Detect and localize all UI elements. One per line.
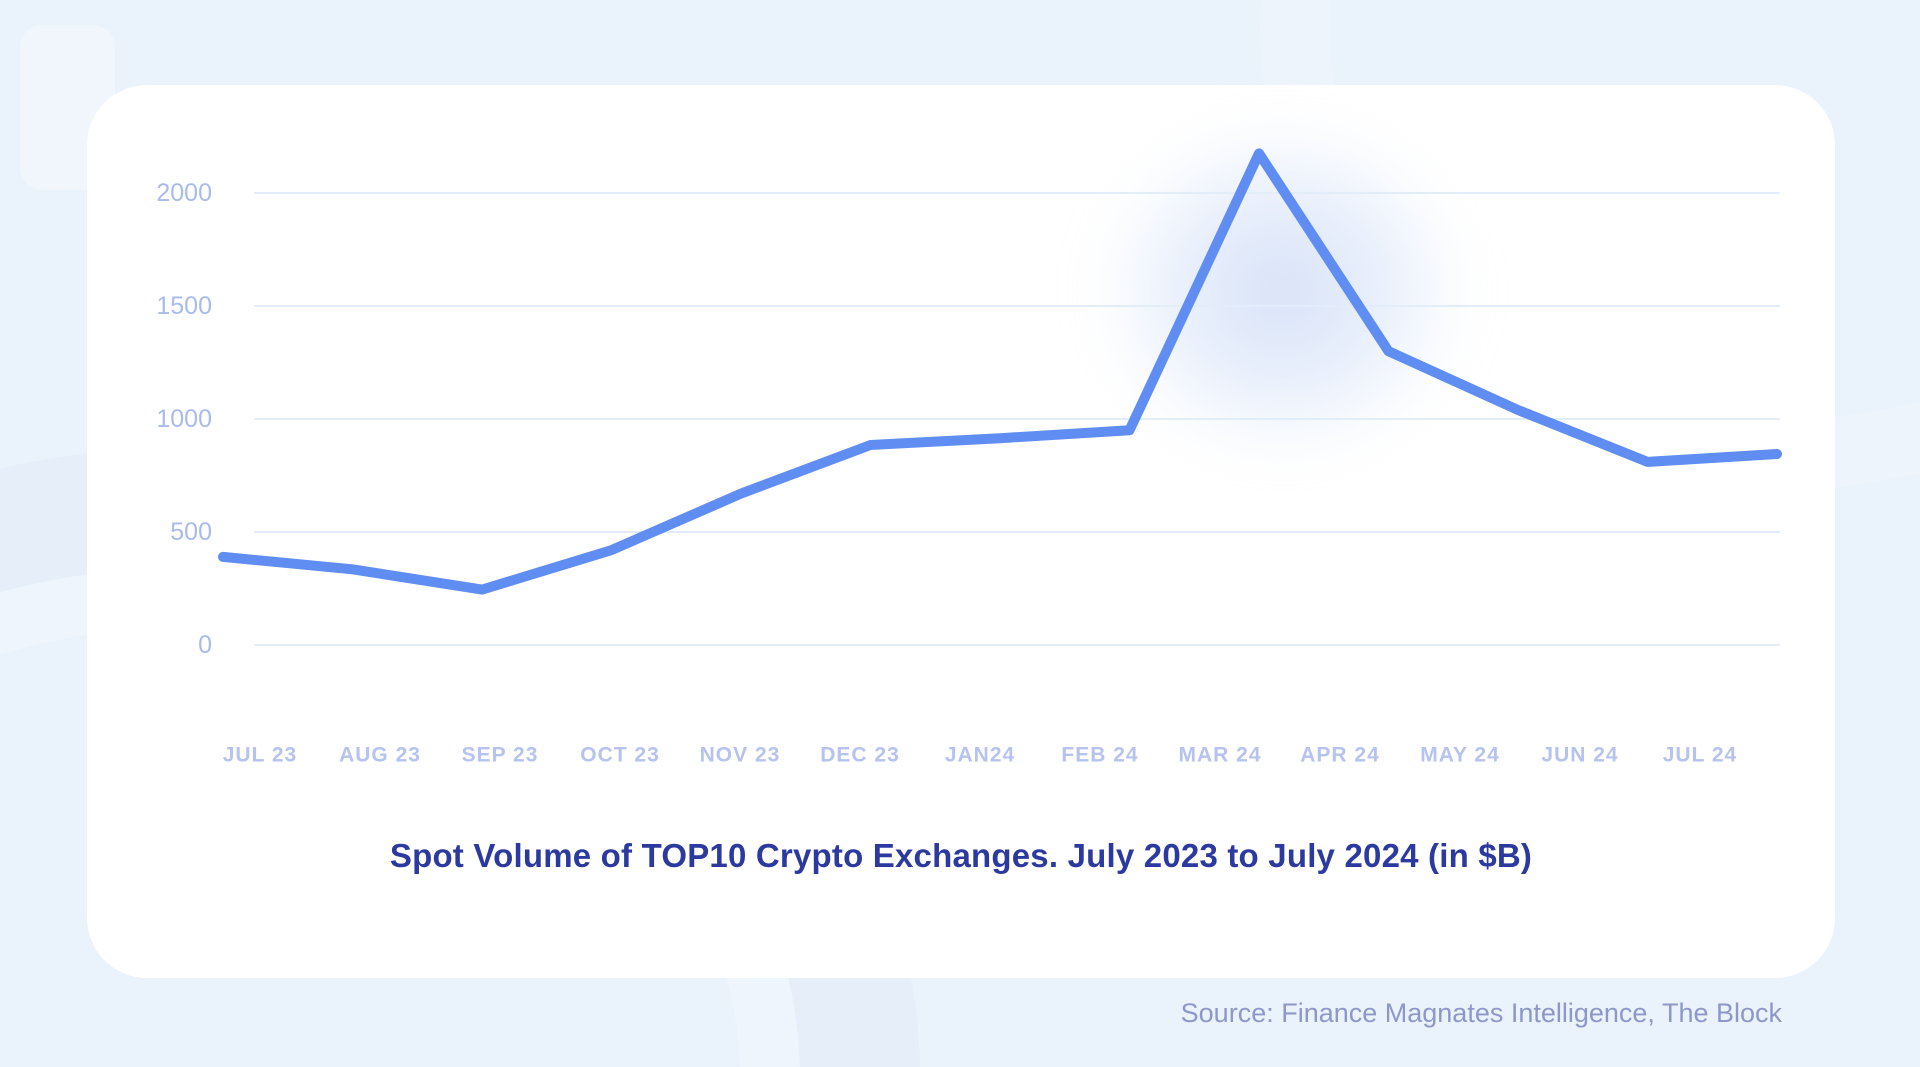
y-axis-tick-label: 1000 xyxy=(156,405,212,433)
volume-line-series xyxy=(218,148,1782,595)
x-axis-tick-label: JUN 24 xyxy=(1541,744,1618,767)
x-axis-tick-label: JUL 23 xyxy=(223,744,298,767)
chart-title: Spot Volume of TOP10 Crypto Exchanges. J… xyxy=(389,837,1533,874)
volume-line-chart: 0 500 1000 1500 2000 JUL 23 AUG 23 SEP 23 OCT 23… xyxy=(156,148,1782,767)
x-axis-tick-label: MAR 24 xyxy=(1178,744,1261,767)
x-axis-tick-label: JAN24 xyxy=(945,744,1015,767)
x-axis-tick-label: OCT 23 xyxy=(580,744,660,767)
x-axis-tick-label: AUG 23 xyxy=(339,744,421,767)
x-axis-tick-label: NOV 23 xyxy=(700,744,781,767)
y-axis-tick-label: 500 xyxy=(170,518,212,546)
y-axis-tick-label: 1500 xyxy=(156,292,212,320)
x-axis-tick-label: APR 24 xyxy=(1300,744,1380,767)
x-axis-tick-label: DEC 23 xyxy=(820,744,900,767)
x-axis-tick-label: FEB 24 xyxy=(1061,744,1138,767)
x-axis-tick-label: JUL 24 xyxy=(1663,744,1738,767)
x-axis-tick-label: SEP 23 xyxy=(462,744,539,767)
x-axis-tick-label: MAY 24 xyxy=(1420,744,1500,767)
y-axis-tick-label: 0 xyxy=(198,631,212,659)
chart-card: 0 500 1000 1500 2000 JUL 23 AUG 23 SEP 23 OCT 23… xyxy=(87,75,1835,978)
y-axis-tick-label: 2000 xyxy=(156,179,212,207)
source-attribution: Source: Finance Magnates Intelligence, T… xyxy=(1180,998,1782,1028)
